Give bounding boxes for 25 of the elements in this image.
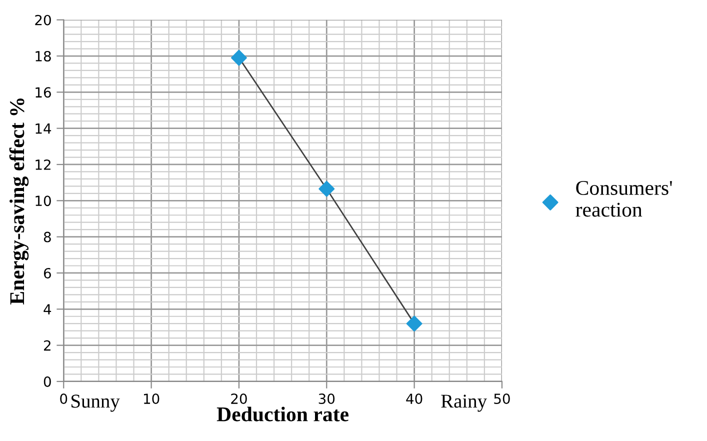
text: Rainy <box>441 394 487 412</box>
point <box>318 180 335 197</box>
y-tick-label: 18 <box>36 50 51 62</box>
x-tick-label: 40 <box>406 394 422 404</box>
y-tick-label: 6 <box>44 268 51 278</box>
x-tick-label: 10 <box>144 394 160 404</box>
y-tick-label: 8 <box>44 232 51 242</box>
point <box>406 316 422 332</box>
y-tick-label: 14 <box>36 123 52 134</box>
x-tick-label: 0 <box>60 394 68 404</box>
y-tick-label: 12 <box>36 159 50 170</box>
legend-label: Consumers' reaction <box>576 180 672 217</box>
x-tick-label: 20 <box>231 394 247 404</box>
y-tick-label: 20 <box>35 14 51 26</box>
y-tick-label: 10 <box>36 196 51 206</box>
y-tick-label: 2 <box>44 340 50 351</box>
x-tick-label: 50 <box>494 394 510 404</box>
y-tick-label: 4 <box>44 304 52 314</box>
y-tick-label: 0 <box>44 376 51 387</box>
point <box>230 50 247 66</box>
x-axis-title: Deduction rate <box>216 406 349 422</box>
x-tick-label: 30 <box>318 394 335 404</box>
y-tick-label: 16 <box>36 87 51 98</box>
y-axis-title: Energy-saving effect % <box>9 98 29 304</box>
text: Sunny <box>72 394 120 412</box>
